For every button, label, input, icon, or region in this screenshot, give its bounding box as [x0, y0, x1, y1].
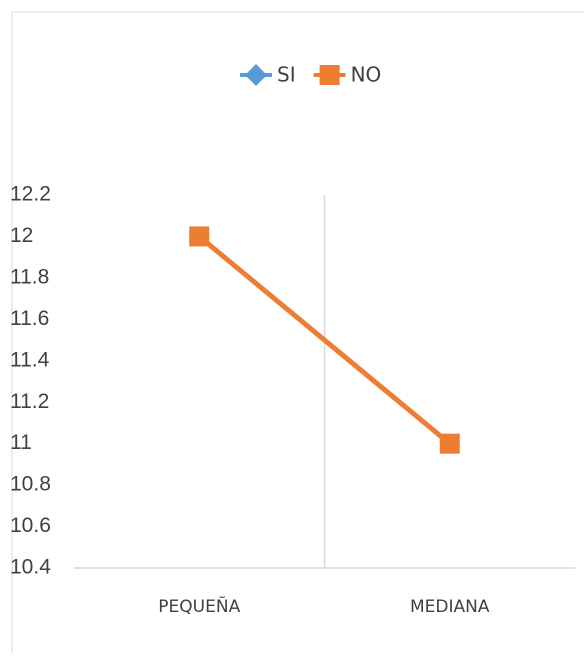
y-tick-label: 11.8: [10, 265, 49, 288]
chart-frame: [11, 11, 584, 657]
y-tick-label: 11.2: [10, 390, 49, 413]
y-tick-label: 11.6: [10, 307, 49, 330]
y-tick-label: 10.6: [10, 514, 51, 537]
y-tick-label: 12.2: [10, 183, 51, 206]
marker: [189, 226, 210, 247]
x-tick-label: PEQUEÑA: [158, 595, 240, 617]
marker: [319, 65, 340, 85]
legend-label: NO: [351, 63, 382, 87]
y-tick-label: 12: [10, 224, 33, 247]
marker: [245, 64, 267, 86]
x-tick-label: MEDIANA: [410, 597, 490, 617]
marker: [439, 433, 460, 454]
legend-label: SI: [277, 63, 296, 87]
y-tick-label: 10.8: [10, 473, 51, 496]
y-tick-label: 10.4: [10, 556, 51, 579]
y-tick-label: 11.4: [10, 348, 50, 371]
y-tick-label: 11: [10, 431, 32, 454]
series-line: [197, 234, 452, 446]
